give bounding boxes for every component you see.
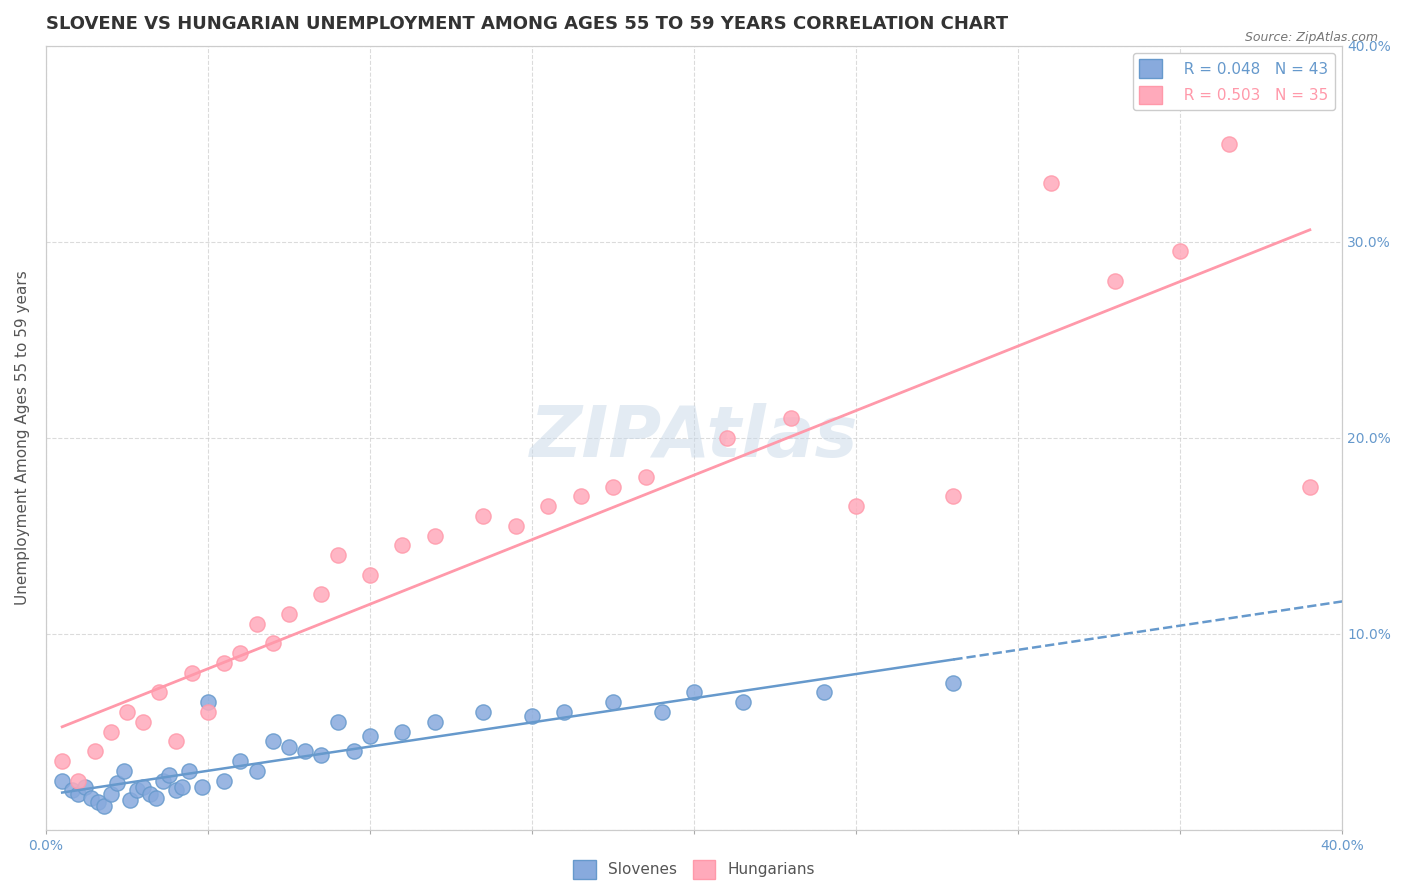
Point — [51, 754, 73, 768]
Point — [229, 646, 252, 660]
Point — [165, 734, 187, 748]
Y-axis label: Unemployment Among Ages 55 to 59 years: Unemployment Among Ages 55 to 59 years — [15, 270, 30, 605]
Point — [148, 685, 170, 699]
Point — [83, 744, 105, 758]
Point — [472, 509, 495, 524]
Point — [67, 773, 90, 788]
Point — [1104, 274, 1126, 288]
Point — [423, 529, 446, 543]
Point — [278, 607, 301, 621]
Point — [1039, 176, 1062, 190]
Point — [391, 539, 413, 553]
Point — [326, 714, 349, 729]
Point — [145, 791, 167, 805]
Point — [1168, 244, 1191, 259]
Point — [1218, 136, 1240, 151]
Point — [472, 705, 495, 719]
Point — [813, 685, 835, 699]
Point — [80, 791, 103, 805]
Point — [115, 705, 138, 719]
Point — [553, 705, 575, 719]
Point — [537, 500, 560, 514]
Text: SLOVENE VS HUNGARIAN UNEMPLOYMENT AMONG AGES 55 TO 59 YEARS CORRELATION CHART: SLOVENE VS HUNGARIAN UNEMPLOYMENT AMONG … — [46, 15, 1008, 33]
Point — [780, 411, 803, 425]
Point — [93, 799, 115, 814]
Point — [246, 764, 269, 778]
Point — [105, 775, 128, 789]
Point — [391, 724, 413, 739]
Point — [152, 773, 174, 788]
Point — [197, 705, 219, 719]
Point — [60, 783, 83, 797]
Point — [73, 780, 96, 794]
Point — [423, 714, 446, 729]
Point — [942, 490, 965, 504]
Point — [311, 587, 333, 601]
Text: ZIPAtlas: ZIPAtlas — [530, 403, 859, 472]
Point — [520, 709, 543, 723]
Point — [197, 695, 219, 709]
Point — [100, 724, 122, 739]
Point — [602, 695, 624, 709]
Point — [125, 783, 148, 797]
Point — [229, 754, 252, 768]
Point — [132, 714, 155, 729]
Point — [634, 470, 657, 484]
Point — [505, 519, 527, 533]
Point — [262, 636, 284, 650]
Point — [278, 740, 301, 755]
Point — [569, 490, 592, 504]
Point — [651, 705, 673, 719]
Point — [212, 773, 235, 788]
Point — [294, 744, 316, 758]
Point — [132, 780, 155, 794]
Point — [326, 549, 349, 563]
Point — [190, 780, 212, 794]
Point — [172, 780, 194, 794]
Point — [177, 764, 200, 778]
Point — [359, 567, 381, 582]
Point — [602, 480, 624, 494]
Point — [845, 500, 868, 514]
Point — [51, 773, 73, 788]
Point — [359, 729, 381, 743]
Point — [165, 783, 187, 797]
Point — [100, 788, 122, 802]
Point — [262, 734, 284, 748]
Point — [157, 768, 180, 782]
Point — [343, 744, 366, 758]
Legend: Slovenes, Hungarians: Slovenes, Hungarians — [567, 854, 821, 885]
Point — [942, 675, 965, 690]
Point — [731, 695, 754, 709]
Point — [212, 656, 235, 670]
Point — [246, 616, 269, 631]
Point — [120, 793, 142, 807]
Point — [138, 788, 160, 802]
Point — [311, 748, 333, 763]
Point — [67, 788, 90, 802]
Text: Source: ZipAtlas.com: Source: ZipAtlas.com — [1244, 31, 1378, 45]
Point — [87, 795, 110, 809]
Point — [716, 431, 738, 445]
Point — [180, 665, 202, 680]
Point — [1299, 480, 1322, 494]
Point — [683, 685, 706, 699]
Point — [112, 764, 135, 778]
